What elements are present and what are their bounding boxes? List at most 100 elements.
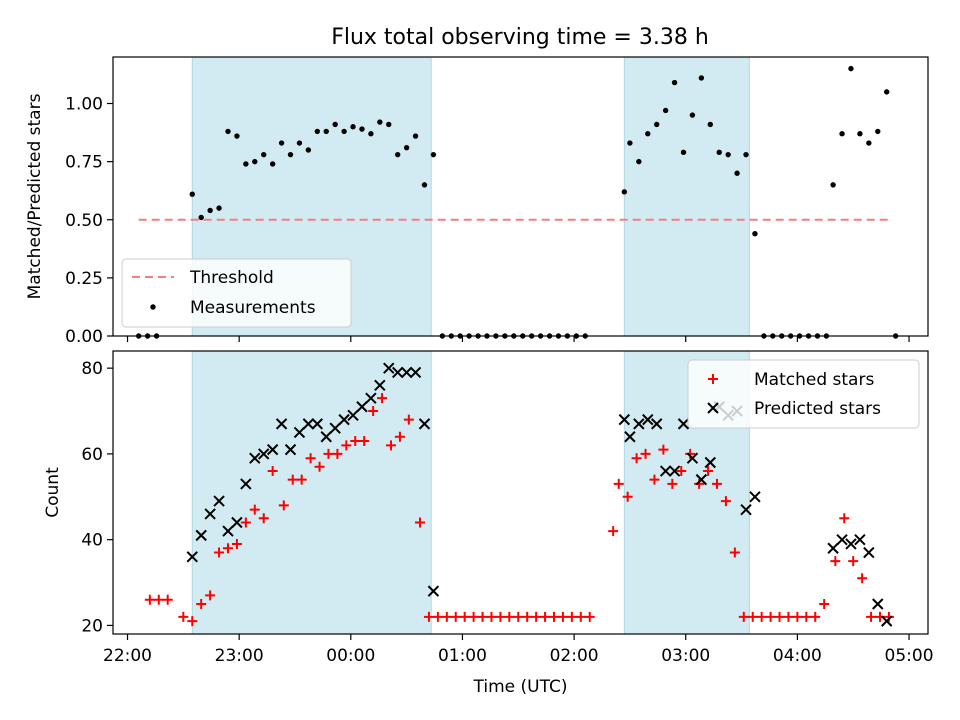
- matched-point: [441, 611, 452, 622]
- measurement-point: [662, 107, 669, 114]
- measurement-point: [394, 151, 401, 158]
- legend-frame: [687, 359, 920, 429]
- matched-point: [540, 611, 551, 622]
- shaded-interval-0: [191, 350, 432, 635]
- bottom-panel-counts: 20 40 60 80 22:00 23:00 00:00 01:00 02:00 03:00 04…: [43, 350, 934, 697]
- predicted-point: [356, 401, 368, 413]
- predicted-point: [854, 533, 866, 546]
- measurement-point: [866, 140, 872, 146]
- measurement-point: [698, 75, 705, 81]
- matched-point: [415, 517, 426, 528]
- measurement-point: [645, 131, 651, 137]
- predicted-point: [293, 426, 306, 439]
- matched-point: [486, 611, 497, 622]
- x-tick-label: 03:00: [661, 646, 710, 666]
- y-tick-label: 0.25: [65, 269, 103, 289]
- matched-point: [575, 611, 586, 622]
- legend-matched-swatch: [708, 374, 718, 384]
- matched-point: [720, 496, 731, 507]
- predicted-point: [827, 542, 839, 554]
- predicted-point: [427, 585, 440, 597]
- matched-point: [866, 611, 877, 622]
- y-tick-label: 0.00: [65, 327, 103, 347]
- measurement-point: [216, 205, 222, 211]
- measurement-point: [323, 128, 329, 135]
- measurement-point: [716, 149, 722, 156]
- measurement-point: [269, 161, 276, 167]
- legend-bottom: Matched stars Predicted stars: [687, 359, 920, 429]
- measurement-point: [207, 207, 213, 214]
- measurement-point: [848, 65, 854, 72]
- predicted-point: [222, 525, 234, 537]
- matched-point: [341, 440, 352, 451]
- predicted-point: [186, 551, 198, 563]
- y-tick-label: 0.75: [65, 153, 103, 173]
- measurement-point: [839, 131, 845, 137]
- measurement-point: [368, 131, 374, 137]
- predicted-point: [338, 413, 350, 426]
- measurement-point: [430, 151, 437, 158]
- predicted-point: [240, 478, 252, 490]
- matched-point: [792, 611, 803, 622]
- matched-point: [667, 478, 678, 489]
- y-tick-label: 0.50: [65, 211, 103, 231]
- matched-point: [231, 538, 242, 549]
- y-tick-label: 80: [81, 359, 103, 379]
- matched-point: [314, 461, 325, 472]
- x-tick-label: 22:00: [103, 646, 152, 666]
- matched-point: [432, 611, 443, 622]
- measurement-point: [875, 128, 881, 135]
- matched-point: [513, 611, 524, 622]
- matched-point: [305, 453, 316, 464]
- predicted-point: [391, 366, 404, 379]
- y-axis-label: Matched/Predicted stars: [25, 93, 45, 299]
- predicted-point: [329, 422, 341, 434]
- predicted-point: [695, 473, 708, 486]
- legend-threshold-label: Threshold: [189, 268, 274, 288]
- matched-point: [548, 611, 559, 622]
- measurement-point: [671, 79, 678, 86]
- predicted-point: [618, 413, 631, 426]
- matched-point: [649, 474, 660, 485]
- predicted-point: [302, 418, 315, 430]
- matched-point: [522, 611, 533, 622]
- matched-point: [196, 598, 207, 609]
- legend-predicted-label: Predicted stars: [754, 399, 881, 419]
- predicted-point: [284, 443, 297, 456]
- predicted-point: [204, 508, 216, 520]
- measurement-point: [412, 133, 419, 139]
- x-axis-label: Time (UTC): [473, 677, 568, 697]
- x-tick-label: 04:00: [773, 646, 822, 666]
- predicted-point: [400, 366, 413, 379]
- legend-top: Threshold Measurements: [121, 258, 352, 328]
- matched-point: [504, 611, 515, 622]
- matched-point: [296, 474, 307, 485]
- legend-measurement-label: Measurements: [190, 298, 316, 318]
- predicted-point: [231, 516, 243, 529]
- predicted-point: [677, 418, 690, 430]
- measurement-point: [830, 182, 836, 188]
- measurement-point: [621, 189, 628, 195]
- matched-point: [459, 611, 470, 622]
- y-tick-label: 40: [81, 531, 103, 551]
- matched-point: [214, 547, 225, 558]
- measurement-point: [278, 140, 285, 146]
- x-tick-label: 00:00: [326, 646, 375, 666]
- predicted-point: [659, 465, 672, 477]
- matched-point: [631, 453, 642, 464]
- measurement-point: [627, 140, 633, 146]
- matched-point: [332, 448, 343, 459]
- measurement-point: [314, 128, 321, 135]
- predicted-point: [749, 491, 761, 503]
- measurement-point: [654, 121, 660, 128]
- matched-point: [531, 611, 542, 622]
- matched-point: [783, 611, 794, 622]
- predicted-point: [668, 465, 681, 477]
- predicted-point: [347, 409, 359, 422]
- legend-measurement-swatch: [150, 304, 156, 310]
- predicted-point: [863, 546, 875, 559]
- measurement-point: [296, 140, 303, 146]
- measurement-point: [243, 161, 249, 167]
- axes-frame: [112, 350, 929, 635]
- matched-point: [450, 611, 461, 622]
